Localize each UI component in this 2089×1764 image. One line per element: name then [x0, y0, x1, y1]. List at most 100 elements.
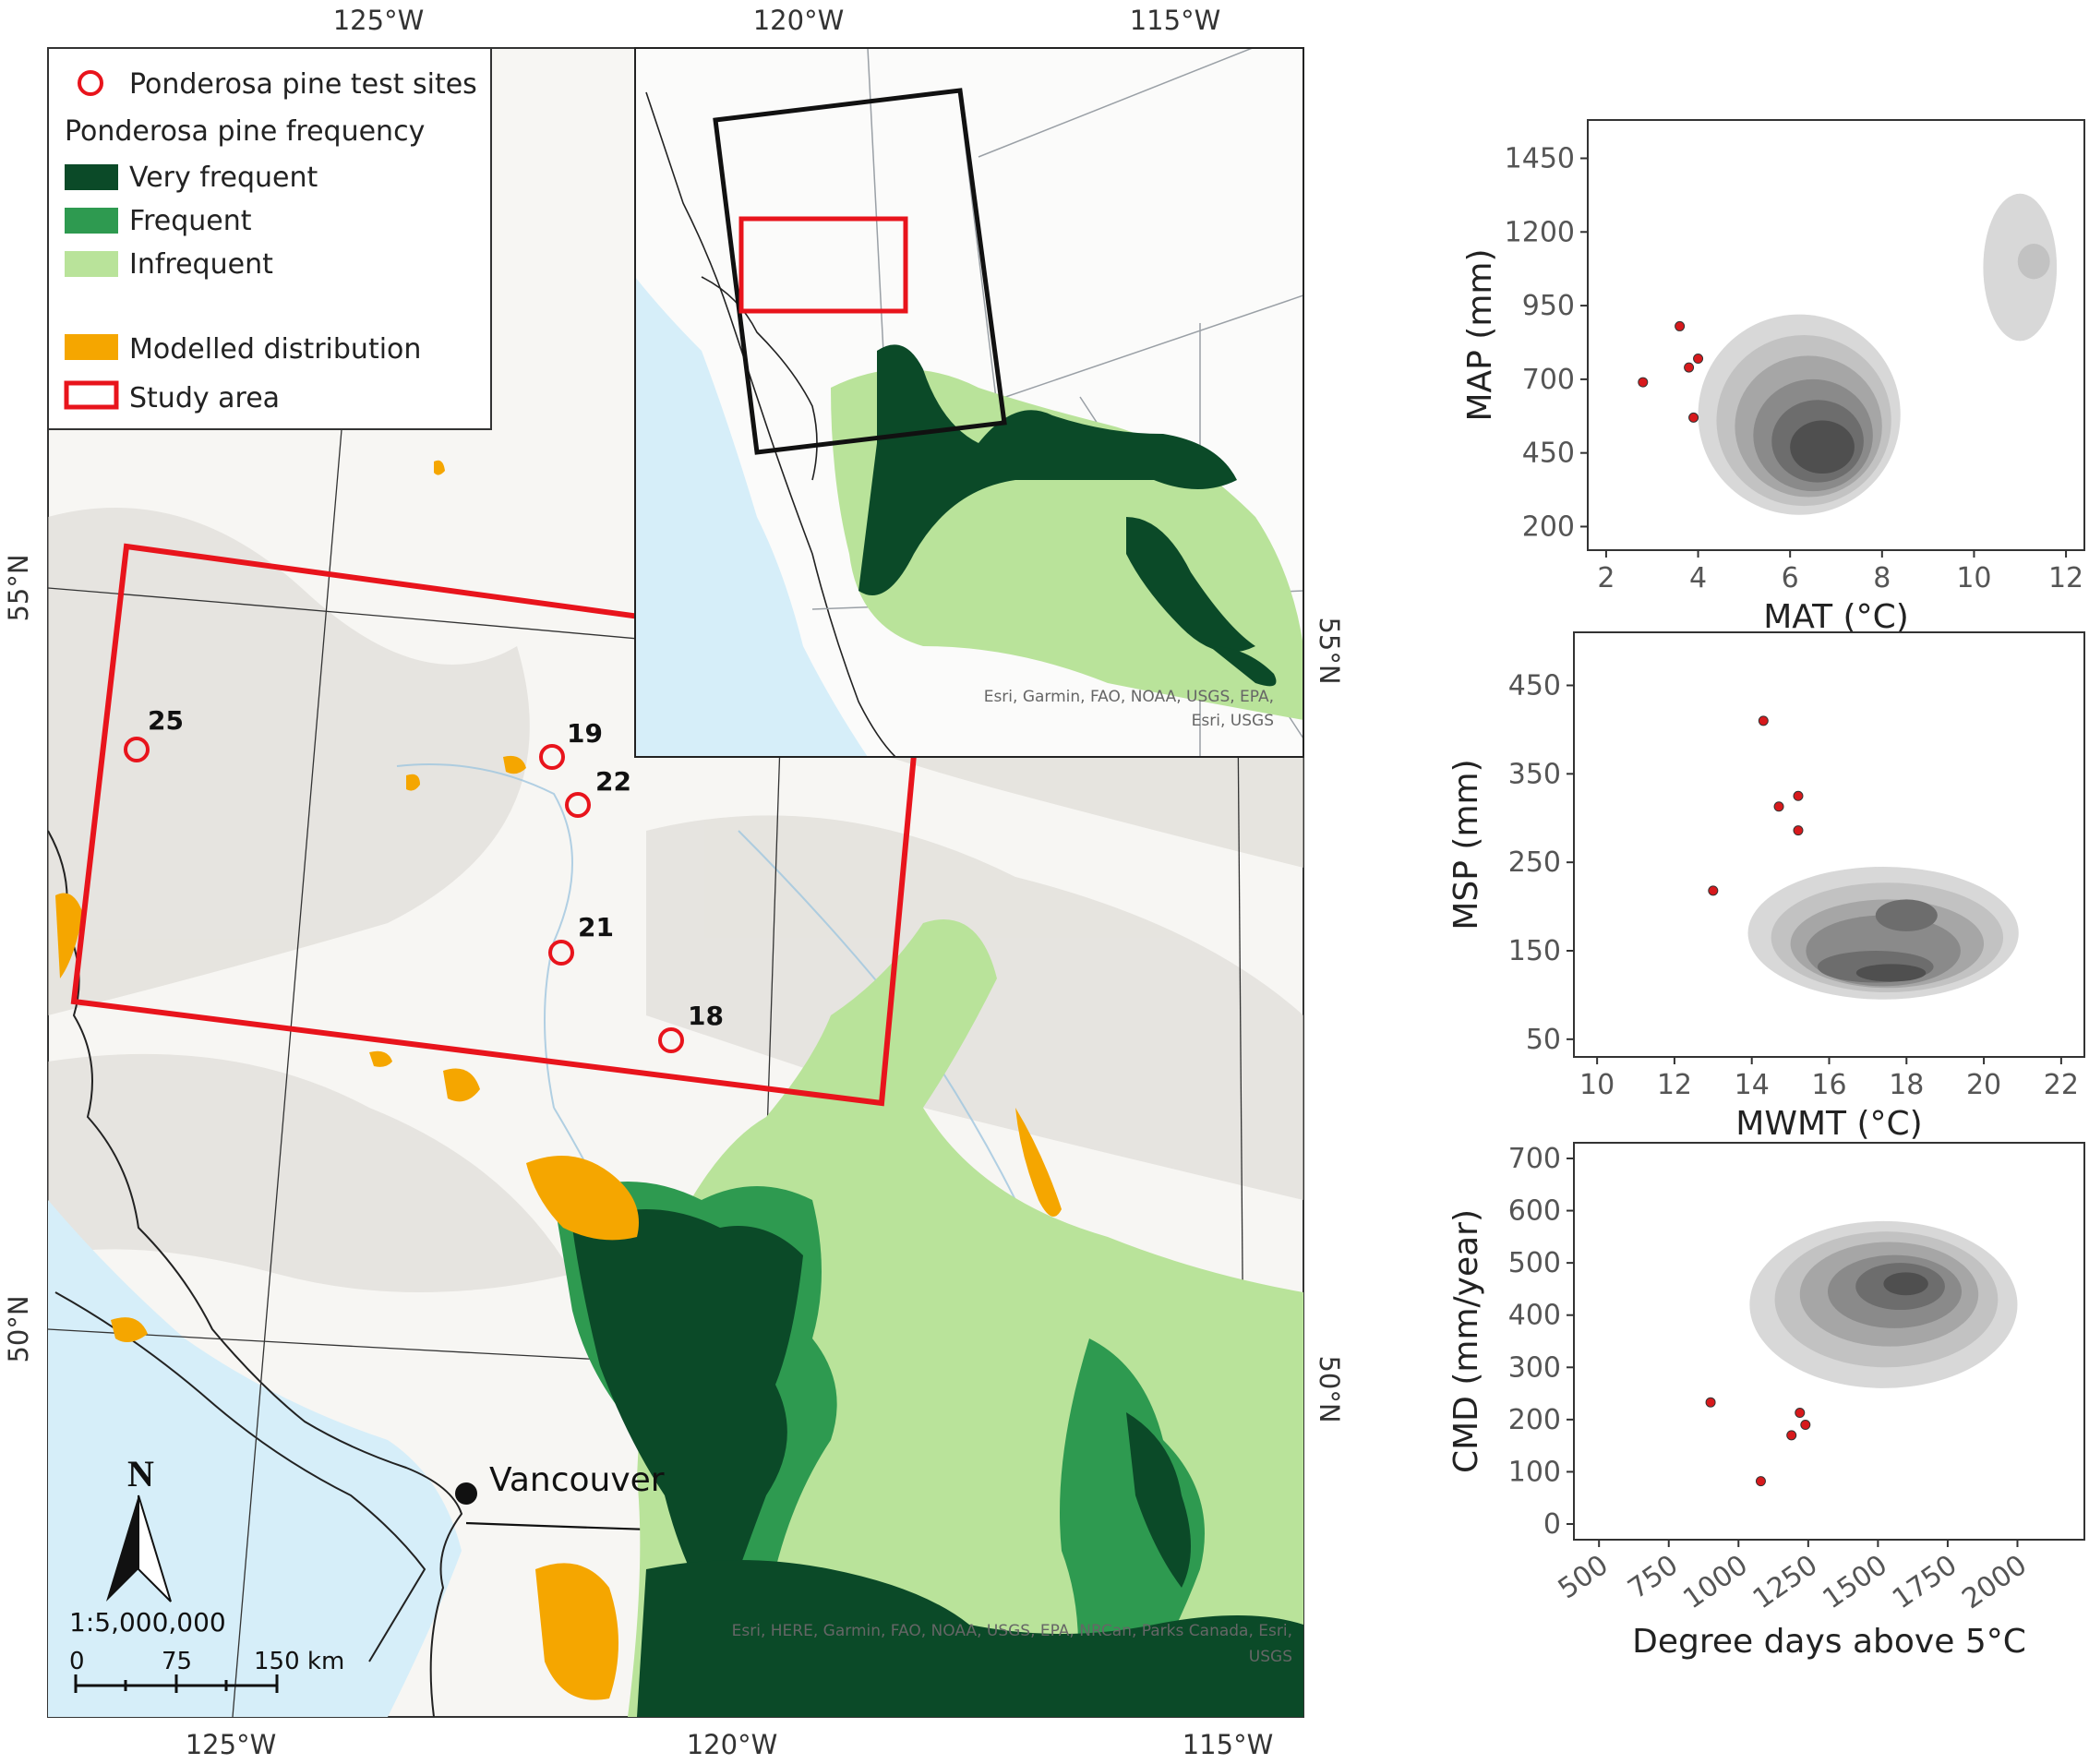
x-tick-label-0: 2	[1597, 562, 1615, 594]
vancouver-marker: Vancouver	[455, 1461, 665, 1505]
inset-extent-box	[713, 88, 1007, 455]
x-tick-label-6: 2000	[1956, 1549, 2033, 1615]
x-tick-label-3: 8	[1873, 562, 1891, 594]
legend-frequency-title: Ponderosa pine frequency	[65, 115, 425, 148]
grat-left-50: 50°N	[3, 1295, 34, 1362]
density-contour-6	[1875, 899, 1938, 931]
y-axis-title: CMD (mm/year)	[1447, 1209, 1485, 1473]
x-tick-label-3: 16	[1811, 1069, 1846, 1101]
x-tick-label-4: 1500	[1817, 1549, 1893, 1615]
test-site-point-3	[1684, 362, 1695, 373]
inset-ocean	[635, 277, 868, 757]
x-tick-label-1: 750	[1622, 1549, 1684, 1606]
site-label-22: 22	[595, 766, 631, 797]
x-axis-title: MWMT (°C)	[1735, 1105, 1922, 1143]
test-site-point-5	[1755, 1476, 1766, 1487]
grat-bottom-125: 125°W	[186, 1729, 277, 1760]
north-arrow-left	[106, 1495, 138, 1602]
north-arrow: N	[106, 1453, 172, 1602]
test-site-point-3	[1800, 1420, 1811, 1431]
y-tick-label-5: 1450	[1505, 142, 1575, 174]
site-18: 18	[658, 1001, 724, 1053]
legend-swatch-very-frequent	[65, 164, 118, 190]
x-tick-label-2: 1000	[1677, 1549, 1754, 1615]
test-site-point-2	[1773, 801, 1784, 812]
test-site-point-4	[1786, 1430, 1797, 1441]
x-axis-title: MAT (°C)	[1763, 598, 1909, 636]
legend-swatch-frequent	[65, 208, 118, 234]
y-tick-label-5: 500	[1508, 1247, 1561, 1279]
x-tick-label-5: 1750	[1887, 1549, 1963, 1615]
grat-left-55: 55°N	[3, 554, 34, 621]
vancouver-label: Vancouver	[489, 1461, 665, 1499]
inset-attribution-2: Esri, USGS	[1192, 712, 1274, 730]
legend-swatch-modelled	[65, 334, 118, 360]
grat-right-50: 50°N	[1314, 1355, 1345, 1422]
test-site-point-2	[1795, 1408, 1806, 1419]
legend-swatch-study-area	[64, 380, 119, 410]
y-tick-label-4: 400	[1508, 1300, 1561, 1332]
x-tick-label-1: 12	[1657, 1069, 1692, 1101]
inset-study-area	[738, 216, 908, 314]
scale-tick-150: 150 km	[254, 1648, 344, 1675]
legend-very-frequent: Very frequent	[129, 162, 318, 194]
x-tick-label-0: 500	[1553, 1549, 1615, 1606]
density-contour-6	[1883, 1272, 1928, 1296]
site-22: 22	[565, 766, 631, 818]
test-site-point-5	[1708, 885, 1719, 896]
test-site-point-3	[1793, 790, 1804, 801]
chart-3: 500 7501000125015001750200001002003004005…	[1447, 1142, 2085, 1661]
chart-1: 2 4 6 8 10 12 200 450 700 950 1200 1450 MAT (°C) MAP …	[1461, 119, 2085, 636]
y-tick-label-4: 1200	[1505, 216, 1575, 248]
very-frequent-areas	[572, 1209, 1303, 1717]
legend-swatch-infrequent	[65, 251, 118, 277]
legend-frequent: Frequent	[129, 205, 252, 237]
legend: Ponderosa pine test sites Ponderosa pine…	[47, 47, 492, 430]
scale-bar: 1:5,000,000 0 75 150 km	[69, 1607, 344, 1693]
y-tick-label-2: 700	[1522, 364, 1575, 396]
x-tick-label-2: 6	[1782, 562, 1799, 594]
inset-map: Esri, Garmin, FAO, NOAA, USGS, EPA, Esri…	[634, 47, 1304, 758]
y-tick-label-3: 950	[1522, 290, 1575, 322]
grat-top-115: 115°W	[1130, 5, 1221, 36]
test-site-point-1	[1638, 377, 1649, 388]
grat-bottom-120: 120°W	[687, 1729, 778, 1760]
density-contour-7	[1855, 964, 1927, 982]
grat-top-120: 120°W	[753, 5, 845, 36]
grat-right-55: 55°N	[1314, 617, 1345, 684]
y-tick-label-2: 200	[1508, 1404, 1561, 1436]
scale-tick-75: 75	[162, 1648, 192, 1675]
grat-top-125: 125°W	[333, 5, 425, 36]
x-tick-label-4: 18	[1889, 1069, 1924, 1101]
x-tick-label-2: 14	[1735, 1069, 1770, 1101]
y-axis-title: MAP (mm)	[1461, 248, 1499, 421]
test-sites: 25 19 22 21 18	[124, 705, 724, 1053]
chart-2: 10 12 14 16 18 20 22 50 150 250 350 450 MWMT (°C) MSP…	[1447, 631, 2085, 1143]
x-axis-title: Degree days above 5°C	[1632, 1623, 2026, 1661]
site-label-21: 21	[578, 912, 614, 942]
x-tick-label-3: 1250	[1747, 1549, 1824, 1615]
main-attribution-2: USGS	[1249, 1648, 1292, 1666]
legend-infrequent: Infrequent	[129, 248, 273, 281]
coastline	[48, 830, 463, 1717]
site-label-19: 19	[567, 718, 603, 749]
density-contour-8	[2017, 244, 2050, 280]
site-label-25: 25	[148, 705, 184, 736]
scale-tick-0: 0	[69, 1648, 85, 1675]
site-25: 25	[124, 705, 184, 762]
x-tick-label-5: 12	[2048, 562, 2083, 594]
density-contour-6	[1790, 420, 1855, 474]
main-attribution: Esri, HERE, Garmin, FAO, NOAA, USGS, EPA…	[732, 1622, 1292, 1640]
y-tick-label-0: 50	[1526, 1024, 1561, 1056]
modelled-distribution	[55, 460, 1062, 1700]
test-site-point-4	[1693, 354, 1704, 365]
y-tick-label-1: 100	[1508, 1456, 1561, 1488]
site-21: 21	[548, 912, 614, 966]
y-tick-label-3: 300	[1508, 1351, 1561, 1384]
legend-site-symbol	[78, 70, 103, 96]
x-tick-label-4: 10	[1956, 562, 1991, 594]
legend-test-sites: Ponderosa pine test sites	[129, 68, 477, 101]
x-tick-label-6: 22	[2044, 1069, 2079, 1101]
